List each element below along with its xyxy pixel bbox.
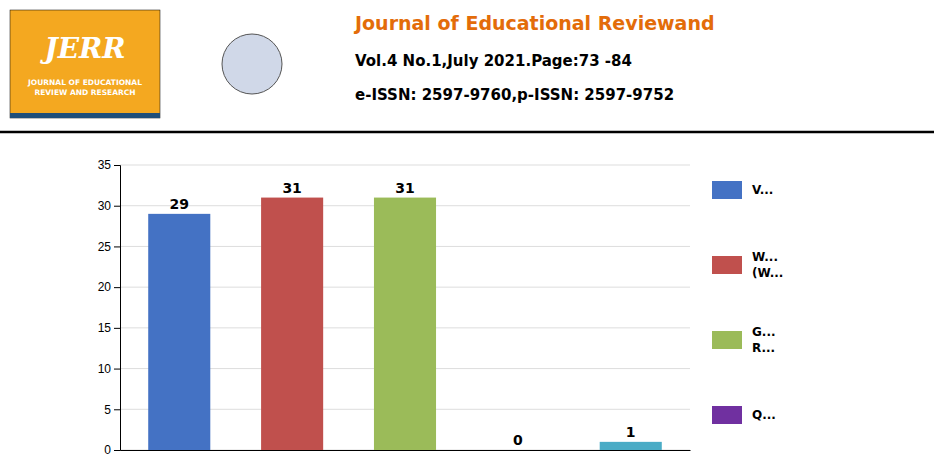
tick-label: 5 xyxy=(104,403,111,417)
grid-line xyxy=(120,165,690,166)
tick-label: 15 xyxy=(98,321,112,335)
subtitle: Vol.4 No.1,July 2021.Page:73 -84 xyxy=(355,52,632,70)
tick-label: 35 xyxy=(98,158,112,172)
tick-mark xyxy=(114,450,120,451)
tick: 0 xyxy=(104,443,120,457)
legend-swatch xyxy=(712,331,742,349)
tick-label: 0 xyxy=(104,443,111,457)
annotation: e-ISSN: 2597-9760,p-ISSN: 2597-9752 xyxy=(355,86,674,104)
tick-mark xyxy=(114,246,120,247)
tick-label: 10 xyxy=(98,362,112,376)
tick-mark xyxy=(114,369,120,370)
tick: 25 xyxy=(98,240,120,254)
text-line: (W... xyxy=(752,266,783,280)
bar xyxy=(487,450,549,451)
bar xyxy=(374,198,436,450)
text-line: G... xyxy=(752,325,776,339)
legend-item: V... xyxy=(712,181,773,199)
bar xyxy=(261,198,323,450)
tick-mark xyxy=(114,287,120,288)
chart-root: JERR JOURNAL OF EDUCATIONALREVIEW AND RES… xyxy=(0,0,934,468)
header: JERR JOURNAL OF EDUCATIONALREVIEW AND RES… xyxy=(10,10,715,118)
data-label: 31 xyxy=(282,180,301,196)
tick-label: 25 xyxy=(98,240,112,254)
bar xyxy=(148,214,210,450)
logo-text: JERR xyxy=(39,32,125,65)
badge xyxy=(222,34,282,94)
text-line: R... xyxy=(752,341,775,355)
plot: 0 5 10 15 20 25 30 35 29 31 31 0 1 xyxy=(98,158,691,457)
legend-label: W... (W... xyxy=(752,250,783,280)
tick: 30 xyxy=(98,199,120,213)
tick-mark xyxy=(114,409,120,410)
tick: 35 xyxy=(98,158,120,172)
y-axis: 0 5 10 15 20 25 30 35 xyxy=(98,158,121,457)
tick-mark xyxy=(114,165,120,166)
axis-line xyxy=(121,450,691,451)
divider xyxy=(0,131,934,134)
logo-box xyxy=(10,10,160,118)
axis-line xyxy=(114,166,121,451)
legend-swatch xyxy=(712,181,742,199)
x-axis xyxy=(121,450,691,451)
tick: 10 xyxy=(98,362,120,376)
tick-label: 30 xyxy=(98,199,112,213)
data-label: 0 xyxy=(513,432,523,448)
grid xyxy=(120,165,690,450)
legend-label: G... R... xyxy=(752,325,776,355)
tick-mark xyxy=(114,206,120,207)
data-labels: 29 31 31 0 1 xyxy=(170,180,636,448)
tick-label: 20 xyxy=(98,280,112,294)
legend-swatch xyxy=(712,406,742,424)
bar xyxy=(600,442,662,450)
data-label: 29 xyxy=(170,196,189,212)
text-line: W... xyxy=(752,250,778,264)
tick: 20 xyxy=(98,280,120,294)
legend-item: Q... xyxy=(712,406,776,424)
legend: V... W... (W... G... R... Q... xyxy=(712,181,783,424)
logo-subtext: JOURNAL OF EDUCATIONALREVIEW AND RESEARC… xyxy=(27,78,142,97)
data-label: 31 xyxy=(395,180,414,196)
bars xyxy=(148,198,662,450)
logo-strip xyxy=(10,113,160,118)
text-line: V... xyxy=(752,183,773,197)
text-line: REVIEW AND RESEARCH xyxy=(34,88,135,97)
legend-label: V... xyxy=(752,183,773,197)
title: Journal of Educational Reviewand xyxy=(353,12,715,34)
data-label: 1 xyxy=(626,424,636,440)
legend-item: G... R... xyxy=(712,325,776,355)
tick-mark xyxy=(114,328,120,329)
legend-swatch xyxy=(712,256,742,274)
tick: 15 xyxy=(98,321,120,335)
legend-label: Q... xyxy=(752,408,776,422)
text-line: Q... xyxy=(752,408,776,422)
legend-item: W... (W... xyxy=(712,250,783,280)
text-line: JOURNAL OF EDUCATIONAL xyxy=(27,78,142,87)
tick: 5 xyxy=(104,403,120,417)
